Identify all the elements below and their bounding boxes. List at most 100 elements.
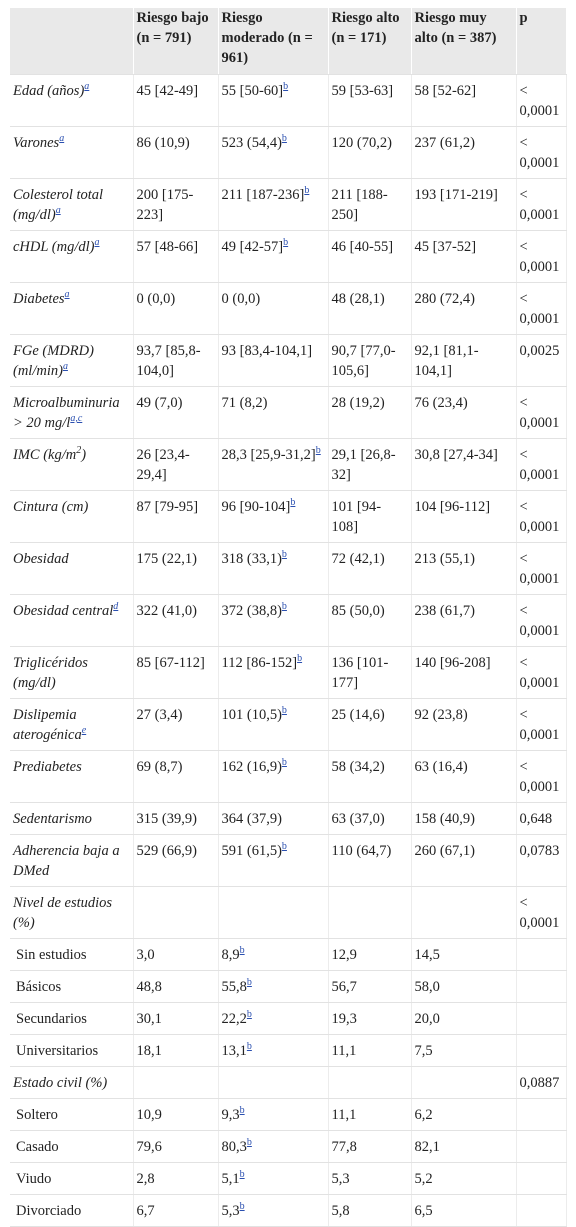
text: 93,7 [85,8-104,0] [136,343,201,379]
footnote-link[interactable]: a [64,289,70,301]
text: 29,1 [26,8-32] [331,447,396,483]
footnote-link[interactable]: b [315,445,321,457]
footnote-link[interactable]: b [281,601,287,613]
text: Diabetes [13,291,65,307]
text: 3,0 [136,947,155,963]
footnote-link[interactable]: b [281,757,287,769]
footnote-link[interactable]: b [283,237,289,249]
table-cell: 5,2 [411,1162,517,1195]
footnote-link[interactable]: b [246,1041,252,1053]
table-cell: 315 (39,9) [133,802,219,835]
text: < 0,0001 [519,395,560,431]
footnote-link[interactable]: b [239,945,245,957]
text: 46 [40-55] [331,239,394,255]
text: < 0,0001 [519,895,560,931]
text: 110 (64,7) [331,843,392,859]
text: 0,0025 [519,343,560,359]
footnote-link[interactable]: b [246,977,252,989]
text: 72 (42,1) [331,551,385,567]
footnote-link[interactable]: a [62,361,68,373]
table-cell: 27 (3,4) [133,698,219,751]
table-cell: 5,8 [328,1194,412,1227]
footnote-link[interactable]: b [246,1137,252,1149]
row-label: Sin estudios [10,938,134,971]
text: < 0,0001 [519,187,560,223]
footnote-ref: b [304,185,309,196]
footnote-link[interactable]: a,c [70,413,83,425]
table-cell: 523 (54,4)b [218,126,329,179]
table-cell: 92 (23,8) [411,698,517,751]
table-cell: 59 [53-63] [328,74,412,127]
text: 364 (37,9) [221,811,282,827]
footnote-ref: b [240,1169,245,1180]
table-cell: < 0,0001 [516,886,567,939]
table-cell: 5,1b [218,1162,329,1195]
row-label: Colesterol total (mg/dl)a [10,178,134,231]
footnote-link[interactable]: b [290,497,296,509]
table-cell: 104 [96-112] [411,490,517,543]
row-label: IMC (kg/m2) [10,438,134,491]
table-cell: 55,8b [218,970,329,1003]
header-cell: Riesgo alto (n = 171) [328,8,412,75]
table-cell [516,970,567,1003]
table-cell: 8,9b [218,938,329,971]
footnote-link[interactable]: b [283,81,289,93]
table-cell: 49 (7,0) [133,386,219,439]
table-cell: < 0,0001 [516,698,567,751]
footnote-link[interactable]: b [239,1105,245,1117]
text: 315 (39,9) [136,811,197,827]
table-row: Varonesa 86 (10,9) 523 (54,4)b 120 (70,2) 23… [10,126,567,179]
footnote-ref: b [247,1137,252,1148]
table-cell: 90,7 [77,0-105,6] [328,334,412,387]
footnote-link[interactable]: a [55,205,61,217]
footnote-link[interactable]: b [304,185,310,197]
table-cell: 14,5 [411,938,517,971]
table-row: Viudo 2,8 5,1b 5,3 5,2 [10,1162,567,1195]
table-row: Colesterol total (mg/dl)a 200 [175-223] 21… [10,178,567,231]
table-cell: 529 (66,9) [133,834,219,887]
footnote-ref: b [282,705,287,716]
table-row: Estado civil (%) 0,0887 [10,1066,567,1099]
table-row: Secundarios 30,1 22,2b 19,3 20,0 [10,1002,567,1035]
row-label: Soltero [10,1098,134,1131]
header-cell: Riesgo muy alto (n = 387) [411,8,517,75]
text: < 0,0001 [519,239,560,275]
footnote-link[interactable]: b [281,133,287,145]
footnote-link[interactable]: e [81,725,87,737]
table-cell: < 0,0001 [516,750,567,803]
text: 158 (40,9) [414,811,475,827]
table-cell: 82,1 [411,1130,517,1163]
table-cell: 6,2 [411,1098,517,1131]
table-row: Edad (años)a 45 [42-49] 55 [50-60]b 59 [53-… [10,74,567,127]
table-cell: 260 (67,1) [411,834,517,887]
text: cHDL (mg/dl) [13,239,95,255]
footnote-ref: b [297,653,302,664]
footnote-link[interactable]: b [246,1009,252,1021]
text: 85 [67-112] [136,655,205,671]
footnote-link[interactable]: a [84,81,90,93]
row-label: Dislipemia aterogénicae [10,698,134,751]
text: 322 (41,0) [136,603,197,619]
text: 260 (67,1) [414,843,475,859]
table-row: Triglicéridos (mg/dl) 85 [67-112] 112 [86-… [10,646,567,699]
footnote-link[interactable]: d [113,601,119,613]
footnote-link[interactable]: b [281,705,287,717]
text: 96 [90-104] [221,499,291,515]
footnote-link[interactable]: b [239,1169,245,1181]
footnote-link[interactable]: b [281,549,287,561]
text: 93 [83,4-104,1] [221,343,313,359]
text: 58 [52-62] [414,83,477,99]
text: < 0,0001 [519,447,560,483]
footnote-link[interactable]: b [281,841,287,853]
row-label: Prediabetes [10,750,134,803]
table-cell: 0,0887 [516,1066,567,1099]
footnote-link[interactable]: a [94,237,100,249]
footnote-link[interactable]: a [59,133,65,145]
table-row: Prediabetes 69 (8,7) 162 (16,9)b 58 (34,2) 6… [10,750,567,803]
footnote-link[interactable]: b [297,653,303,665]
row-label: cHDL (mg/dl)a [10,230,134,283]
table-cell: 162 (16,9)b [218,750,329,803]
text: 120 (70,2) [331,135,392,151]
text: 86 (10,9) [136,135,190,151]
table-cell: < 0,0001 [516,126,567,179]
